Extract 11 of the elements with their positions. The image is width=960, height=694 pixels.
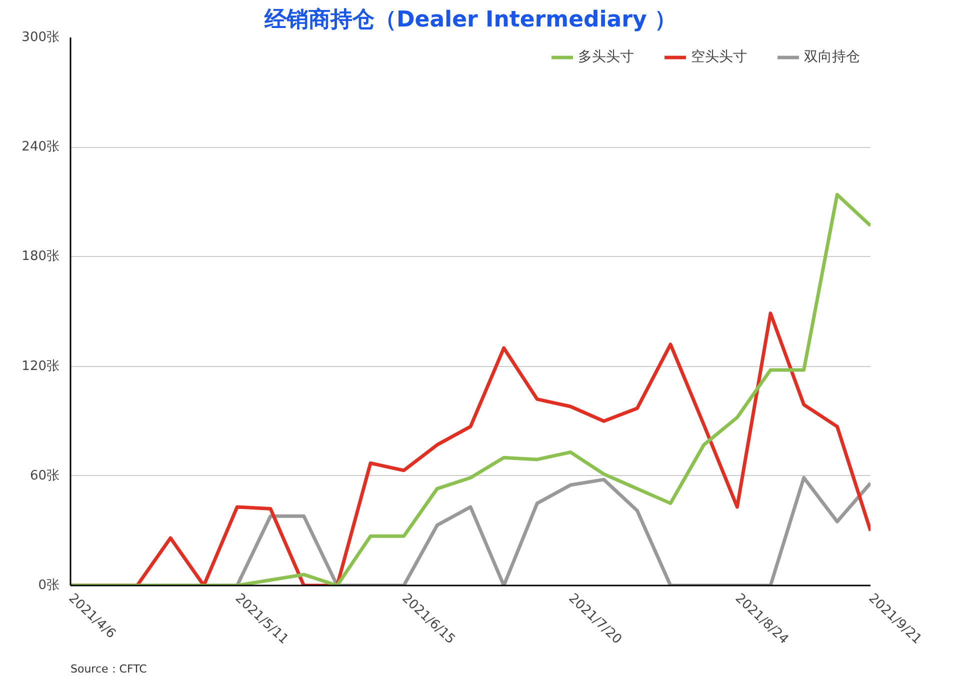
y-tick-label: 0张 bbox=[38, 578, 60, 593]
y-tick-label: 240张 bbox=[22, 140, 60, 155]
y-tick-label: 120张 bbox=[22, 358, 60, 374]
legend-label: 多头头寸 bbox=[578, 48, 634, 66]
legend-label: 双向持仓 bbox=[804, 48, 860, 66]
y-tick-label: 180张 bbox=[22, 249, 60, 264]
y-tick-label: 60张 bbox=[30, 468, 60, 484]
y-tick-label: 300张 bbox=[22, 30, 60, 45]
legend-label: 空头头寸 bbox=[691, 48, 747, 66]
source-note: Source：CFTC bbox=[70, 662, 148, 676]
chart-title: 经销商持仓（Dealer Intermediary ） bbox=[264, 6, 676, 32]
